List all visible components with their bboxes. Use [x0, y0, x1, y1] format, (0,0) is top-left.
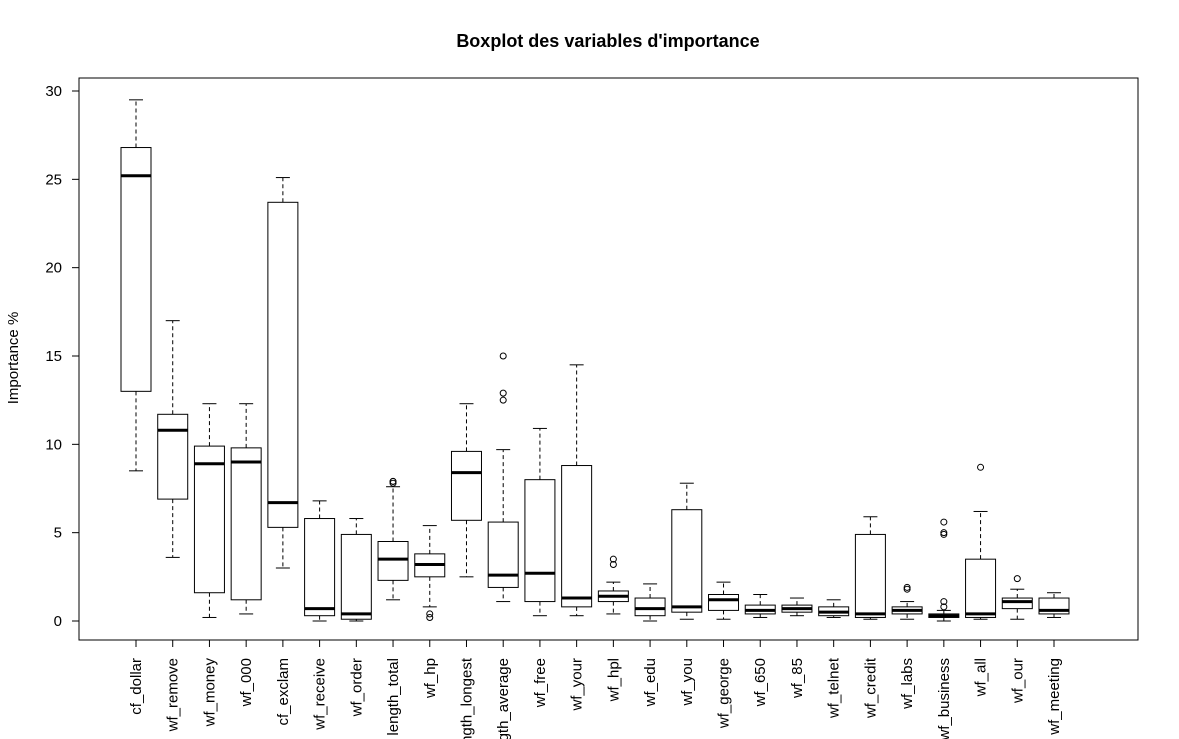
outlier-point [426, 613, 434, 621]
x-tick-label: wf_free [532, 658, 549, 708]
y-tick-label: 5 [54, 525, 62, 542]
x-tick-label: wf_telnet [826, 657, 843, 719]
outlier-point [940, 529, 948, 537]
x-tick-label: length_longest [458, 657, 475, 739]
x-tick-label: wf_remove [165, 658, 182, 732]
outlier-point [1013, 575, 1021, 583]
box-length_total [377, 477, 409, 601]
x-tick-label: wf_you [679, 658, 696, 707]
x-tick-label: wf_hp [422, 658, 439, 699]
box-wf_telnet [818, 599, 850, 618]
outlier-point [499, 389, 507, 397]
x-tick-label: cf_exclam [275, 658, 292, 726]
x-tick-label: cf_dollar [128, 658, 145, 715]
y-axis-label: Importance % [5, 312, 22, 405]
box-wf_650 [744, 594, 776, 618]
x-tick-label: wf_receive [312, 658, 329, 731]
box-cf_dollar [120, 99, 152, 472]
x-tick-label: wf_hpl [605, 658, 622, 702]
x-tick-label: wf_credit [862, 657, 879, 719]
box-wf_meeting [1038, 592, 1070, 618]
x-tick-label: wf_money [201, 658, 218, 728]
box-wf_hp [414, 525, 446, 621]
box-wf_business [928, 518, 960, 622]
iqr-box [524, 479, 556, 603]
box-wf_85 [781, 597, 813, 617]
box-wf_our [1001, 575, 1033, 620]
iqr-box [230, 447, 262, 601]
box-wf_000 [230, 403, 262, 615]
outlier-point [940, 518, 948, 526]
box-length_longest [450, 403, 482, 578]
y-tick-label: 25 [45, 171, 62, 188]
box-wf_your [561, 364, 593, 617]
x-tick-label: wf_650 [752, 658, 769, 707]
x-tick-label: wf_000 [238, 658, 255, 707]
iqr-box [854, 533, 886, 618]
x-tick-label: wf_business [936, 658, 953, 739]
box-wf_money [193, 403, 225, 618]
outlier-point [609, 555, 617, 563]
x-tick-label: wf_edu [642, 658, 659, 707]
outlier-point [499, 396, 507, 404]
iqr-box [487, 521, 519, 588]
x-tick-label: wf_your [569, 658, 586, 712]
box-wf_remove [157, 320, 189, 558]
x-tick-label: wf_meeting [1046, 658, 1063, 736]
box-wf_hpl [597, 555, 629, 615]
box-wf_order [340, 518, 372, 622]
x-tick-label: wf_85 [789, 658, 806, 699]
y-tick-label: 0 [54, 613, 62, 630]
outlier-point [940, 598, 948, 606]
box-series [120, 99, 1070, 622]
iqr-box [965, 558, 997, 618]
x-tick-label: length_total [385, 658, 402, 736]
outlier-point [977, 463, 985, 471]
x-tick-label: length_average [495, 658, 512, 739]
iqr-box [340, 533, 372, 620]
iqr-box [377, 541, 409, 581]
iqr-box [157, 413, 189, 500]
box-wf_edu [634, 583, 666, 622]
outlier-point [426, 610, 434, 618]
x-tick-label: wf_our [1009, 658, 1026, 704]
x-axis-labels: cf_dollar wf_remove wf_money wf_000 cf_excla… [128, 640, 1063, 739]
iqr-box [671, 509, 703, 613]
y-tick-label: 10 [45, 436, 62, 453]
outlier-point [903, 583, 911, 591]
outlier-point [940, 603, 948, 611]
outlier-point [609, 560, 617, 568]
chart-title: Boxplot des variables d'importance [456, 31, 759, 51]
box-wf_all [965, 463, 997, 620]
outlier-point [389, 477, 397, 485]
box-wf_credit [854, 516, 886, 620]
iqr-box [450, 450, 482, 521]
iqr-box [561, 465, 593, 608]
box-wf_free [524, 427, 556, 617]
iqr-box [708, 594, 740, 611]
box-wf_labs [891, 583, 923, 620]
y-tick-label: 20 [45, 260, 62, 277]
iqr-box [193, 445, 225, 594]
iqr-box [120, 147, 152, 392]
box-length_average [487, 352, 519, 603]
x-tick-label: wf_labs [899, 658, 916, 710]
y-axis: 0 5 10 15 20 25 30 [45, 83, 80, 630]
iqr-box [267, 201, 299, 528]
x-tick-label: wf_all [973, 658, 990, 697]
box-wf_george [708, 581, 740, 620]
iqr-box [304, 518, 336, 617]
box-wf_receive [304, 500, 336, 622]
box-cf_exclam [267, 177, 299, 569]
y-tick-label: 15 [45, 348, 62, 365]
x-tick-label: wf_george [716, 658, 733, 729]
outlier-point [499, 352, 507, 360]
x-tick-label: wf_order [348, 658, 365, 717]
box-wf_you [671, 482, 703, 620]
iqr-box [1001, 597, 1033, 610]
iqr-box [634, 597, 666, 617]
y-tick-label: 30 [45, 83, 62, 100]
